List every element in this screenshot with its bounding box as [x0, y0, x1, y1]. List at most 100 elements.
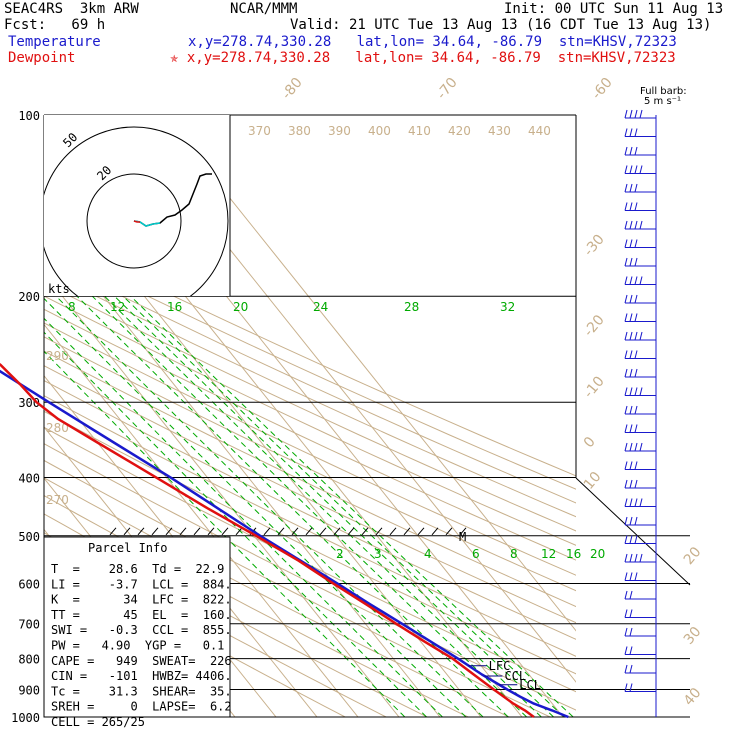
- valid-time: Valid: 21 UTC Tue 13 Aug 13 (16 CDT Tue …: [290, 17, 712, 33]
- wind-barb: [624, 572, 656, 581]
- mixing-ratio-label-upper: 32: [500, 300, 515, 314]
- wind-barb-feather: [629, 109, 633, 119]
- parcel-level-markers: LFCCCLLCLELM: [459, 530, 541, 692]
- hatch-mark: [207, 527, 215, 536]
- wind-barb-feather: [634, 553, 638, 563]
- temperature-station-info: x,y=278.74,330.28 lat,lon= 34.64, -86.79…: [188, 34, 677, 50]
- theta-label-top: 390: [328, 124, 351, 138]
- hatch-mark: [137, 527, 145, 536]
- wind-barb-feather: [639, 276, 643, 285]
- wind-barb-feather: [629, 627, 633, 637]
- wind-barb-feather: [634, 535, 638, 544]
- hatch-mark: [403, 527, 411, 536]
- background-grid: [44, 115, 576, 717]
- theta-label-top: 420: [448, 124, 471, 138]
- wind-barb-feather: [634, 294, 638, 304]
- mixing-ratio-line: [44, 331, 427, 717]
- wind-barb-feather: [629, 368, 633, 378]
- wind-barb: [624, 627, 656, 637]
- wind-barb: [624, 387, 656, 396]
- dry-adiabat-lines: [44, 232, 576, 717]
- wind-barb: [624, 165, 656, 174]
- theta-label-top: 440: [528, 124, 551, 138]
- wind-barb-feather: [634, 368, 638, 378]
- wind-barb: [624, 516, 656, 526]
- isotherm-line: [44, 323, 359, 717]
- wind-barb: [624, 239, 656, 248]
- mixing-ratio-label-upper: 24: [313, 300, 328, 314]
- lcl-label: LCL: [519, 678, 541, 692]
- wind-barb-feather: [629, 479, 633, 489]
- mixing-ratio-label-lower: 3: [374, 547, 382, 561]
- dry-adiabat-line: [44, 365, 576, 624]
- wind-barb-feather: [624, 146, 628, 156]
- isotherm-label: -60: [589, 75, 616, 103]
- dry-adiabat-line: [44, 232, 576, 477]
- pressure-label-400: 400: [18, 471, 40, 485]
- wind-barb-feather: [624, 387, 628, 396]
- wind-barb-feather: [624, 664, 628, 674]
- wind-barb-feather: [629, 664, 633, 674]
- parcel-info-panel: Parcel Info T = 28.6 Td = 22.9LI = -3.7 …: [43, 536, 232, 729]
- hatch-mark: [193, 527, 201, 536]
- pressure-label-200: 200: [18, 290, 40, 304]
- wind-barb-feather: [629, 202, 633, 211]
- wind-barb-feather: [634, 516, 638, 526]
- wind-barb-feather: [624, 128, 628, 137]
- wind-barb-feather: [624, 609, 628, 618]
- wind-barb-feather: [634, 387, 638, 396]
- wind-barb-feather: [634, 183, 638, 193]
- wind-barb-feather: [629, 239, 633, 248]
- hodograph-ring-outer: [44, 126, 229, 296]
- mixing-ratio-labels: 8 12 16 20 24 28 32 2 3 4 6 8 12 16 20: [68, 300, 605, 561]
- mixing-ratio-label-upper: 16: [167, 300, 182, 314]
- theta-label-left: 280: [46, 421, 69, 435]
- wind-barb-feather: [624, 165, 628, 174]
- dry-adiabat-line: [44, 410, 576, 675]
- dry-adiabat-line: [44, 295, 576, 546]
- dry-adiabat-line: [44, 459, 551, 717]
- wind-barb-feather: [634, 239, 638, 248]
- parcel-info-row: TT = 45 EL = 160.: [51, 608, 232, 622]
- hatch-mark: [333, 527, 341, 536]
- dry-adiabat-line: [44, 308, 576, 561]
- dry-adiabat-line: [44, 322, 576, 576]
- wind-barb-feather: [629, 313, 633, 322]
- wind-barb: [624, 405, 656, 415]
- hatch-mark: [417, 527, 425, 536]
- wind-barb: [624, 535, 656, 544]
- hodograph-ring-inner: [86, 173, 182, 269]
- wind-barbs: [624, 109, 657, 717]
- isotherm-label: -20: [581, 312, 608, 340]
- wind-barb-feather: [629, 220, 633, 230]
- pressure-label-900: 900: [18, 683, 40, 697]
- hatch-mark: [375, 527, 383, 536]
- isotherm-label: 40: [681, 685, 705, 709]
- wind-barb: [624, 257, 656, 267]
- wind-barb-feather: [624, 220, 628, 230]
- wind-barb: [624, 609, 656, 618]
- wind-barb-feather: [629, 350, 633, 359]
- wind-barb-feather: [624, 442, 628, 452]
- wind-barb: [624, 128, 656, 137]
- temperature-trace: [0, 369, 569, 719]
- wind-barb: [624, 590, 656, 600]
- wind-barb-feather: [639, 498, 643, 507]
- plot-right-edge-lower: [575, 477, 691, 586]
- isotherm-line: [44, 374, 318, 717]
- wind-barb-feather: [624, 313, 628, 322]
- mixing-ratio-label-lower: 2: [336, 547, 344, 561]
- hatch-mark: [165, 527, 173, 536]
- wind-barb-feather: [629, 609, 633, 618]
- wind-barb-feather: [634, 498, 638, 507]
- wind-barb-feather: [634, 479, 638, 489]
- wind-barb: [624, 424, 656, 433]
- mixing-ratio-label-lower: 6: [472, 547, 480, 561]
- wind-barb: [624, 220, 656, 230]
- parcel-info-row: SREH = 0 LAPSE= 6.2: [51, 700, 232, 714]
- wind-barb-feather: [624, 424, 628, 433]
- wind-barb-feather: [629, 276, 633, 285]
- wind-barb-feather: [629, 405, 633, 415]
- wind-barb: [624, 664, 656, 674]
- wind-barb-feather: [629, 516, 633, 526]
